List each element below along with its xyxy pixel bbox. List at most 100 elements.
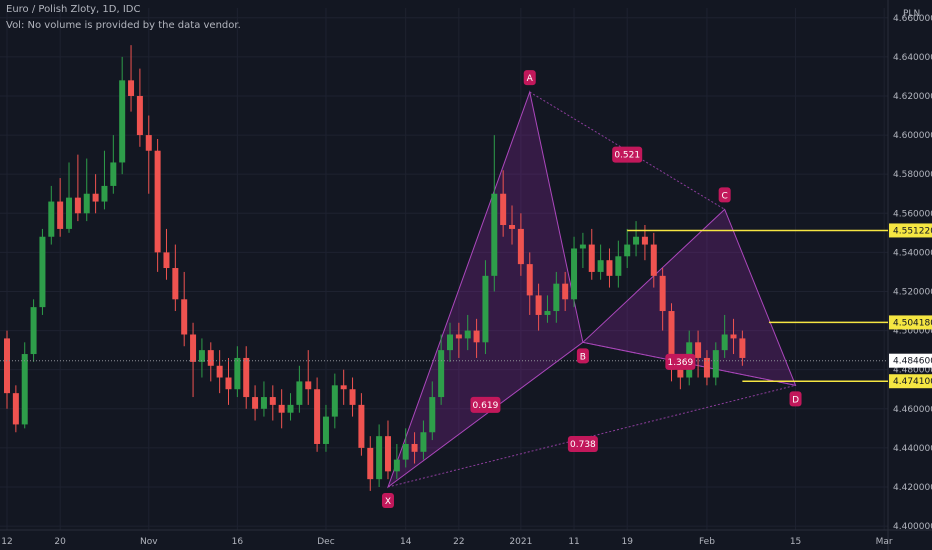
candle-body [588, 244, 595, 272]
x-tick-label: Nov [140, 537, 158, 547]
candle-body [624, 244, 631, 257]
y-tick-label: 4.540000 [893, 248, 932, 258]
candle-body [703, 357, 710, 378]
candle-body [296, 381, 303, 405]
price-axis-unit: PLN [903, 9, 920, 19]
candle-body [252, 397, 259, 409]
candle-body [349, 389, 356, 405]
candle-body [305, 381, 312, 390]
candle-body [517, 228, 524, 265]
candle-body [4, 338, 10, 394]
candle-body [553, 283, 560, 312]
candle-body [500, 193, 507, 226]
candle-body [659, 275, 666, 312]
candle-body [464, 330, 471, 339]
level-price-tag [889, 374, 932, 389]
x-tick-label: 14 [400, 537, 412, 547]
point-label-box [576, 348, 589, 364]
y-tick-label: 4.420000 [893, 483, 932, 493]
candle-body [207, 350, 214, 366]
x-tick-label: 22 [453, 537, 464, 547]
y-tick-label: 4.440000 [893, 444, 932, 454]
level-price-tag [889, 223, 932, 238]
candle-body [181, 299, 188, 335]
candle-body [641, 236, 648, 245]
ratio-label-box [612, 146, 643, 163]
y-tick-label: 4.600000 [893, 131, 932, 141]
pattern-labels: X A B C D 0.619 0.521 1.369 0.738 [381, 70, 802, 508]
candle-body [615, 256, 622, 276]
candle-body [48, 201, 55, 237]
y-tick-label: 4.580000 [893, 170, 932, 180]
price-axis[interactable]: PLN 4.400000 4.420000 4.440000 4.460000 4.48… [889, 9, 932, 532]
candle-body [677, 369, 684, 378]
y-tick-label: 4.480000 [893, 366, 932, 376]
candle-body [491, 193, 498, 276]
y-tick-label: 4.640000 [893, 53, 932, 63]
candle-body [83, 193, 90, 214]
x-tick-label: 2021 [509, 537, 532, 547]
candle-body [322, 416, 329, 444]
candle-body [695, 342, 702, 358]
candle-body [473, 330, 480, 343]
candle-body [136, 95, 143, 136]
candle-body [145, 135, 152, 151]
candle-body [128, 80, 135, 96]
ratio-label: 0.619 [473, 401, 499, 411]
candle-body [367, 447, 374, 480]
candle-body [198, 350, 205, 362]
candle-body [509, 225, 516, 229]
x-tick-label: Feb [699, 537, 715, 547]
candle-body [571, 248, 578, 300]
x-tick-label: 15 [790, 537, 801, 547]
candle-body [66, 197, 73, 229]
candle-body [287, 404, 294, 413]
level-price-label: 4.474100 [893, 377, 932, 387]
candle-body [402, 443, 409, 460]
candle-body [606, 260, 613, 276]
candle-body [314, 389, 321, 444]
candle-body [376, 436, 383, 480]
candle-body [447, 334, 453, 351]
candle-body [12, 393, 19, 425]
candle-body [225, 377, 232, 390]
candle-body [429, 397, 436, 433]
x-tick-label: Dec [317, 537, 334, 547]
x-tick-label: 19 [621, 537, 633, 547]
candle-body [633, 236, 640, 245]
candle-body [92, 193, 99, 202]
candle-body [278, 404, 285, 413]
candle-body [216, 365, 223, 378]
y-tick-label: 4.620000 [893, 92, 932, 102]
ratio-label-box [567, 435, 598, 452]
chart-title: Euro / Polish Zloty, 1D, IDC [6, 4, 141, 15]
point-label: C [722, 191, 728, 201]
candle-body [526, 264, 533, 296]
candle-body [21, 354, 28, 425]
candle-body [650, 244, 657, 276]
ratio-label-box [665, 353, 696, 370]
candle-body [39, 236, 46, 308]
x-tick-label: 16 [232, 537, 244, 547]
last-price-tag [889, 353, 932, 368]
y-tick-label: 4.460000 [893, 405, 932, 415]
point-label-box [381, 492, 394, 508]
point-label-box [789, 391, 802, 407]
last-price-label: 4.484600 [893, 357, 932, 367]
candlestick-series [4, 45, 746, 491]
ratio-label-box [470, 396, 501, 413]
candle-body [119, 80, 126, 163]
x-tick-label: 20 [54, 537, 66, 547]
candle-body [260, 397, 267, 409]
candle-body [579, 244, 586, 249]
candle-body [358, 404, 365, 448]
candle-body [712, 350, 719, 378]
candle-body [730, 334, 737, 339]
time-axis[interactable]: 12 20 Nov 16 Dec 14 22 2021 11 19 Feb 15 Mar [1, 537, 893, 547]
y-tick-label: 4.560000 [893, 209, 932, 219]
candle-body [482, 275, 489, 343]
y-tick-label: 4.520000 [893, 287, 932, 297]
y-tick-label: 4.400000 [893, 522, 932, 532]
